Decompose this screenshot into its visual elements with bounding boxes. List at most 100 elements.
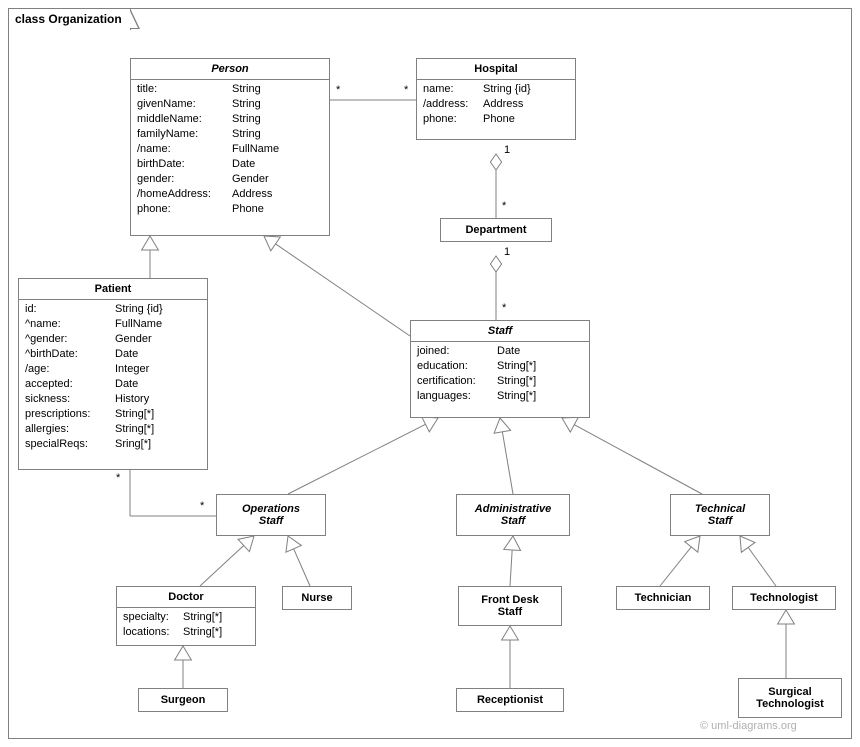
class-staff: Staffjoined:Dateeducation:String[*]certi…	[410, 320, 590, 418]
class-person: Persontitle:StringgivenName:Stringmiddle…	[130, 58, 330, 236]
attr-type: String[*]	[497, 359, 536, 374]
attr-row: specialReqs:Sring[*]	[25, 437, 201, 452]
class-administrative_staff: AdministrativeStaff	[456, 494, 570, 536]
class-title: TechnicalStaff	[671, 495, 769, 535]
attr-row: education:String[*]	[417, 359, 583, 374]
attr-type: String	[232, 112, 261, 127]
class-attrs: title:StringgivenName:StringmiddleName:S…	[131, 80, 329, 221]
class-title: Staff	[411, 321, 589, 342]
attr-row: phone:Phone	[423, 112, 569, 127]
class-technologist: Technologist	[732, 586, 836, 610]
attr-row: familyName:String	[137, 127, 323, 142]
attr-row: ^name:FullName	[25, 317, 201, 332]
attr-row: name:String {id}	[423, 82, 569, 97]
attr-name: specialty:	[123, 610, 183, 625]
attr-type: Date	[497, 344, 520, 359]
attr-type: History	[115, 392, 149, 407]
attr-name: title:	[137, 82, 232, 97]
attr-row: phone:Phone	[137, 202, 323, 217]
attr-type: Gender	[115, 332, 152, 347]
multiplicity-label: *	[116, 472, 120, 484]
class-hospital: Hospitalname:String {id}/address:Address…	[416, 58, 576, 140]
attr-row: languages:String[*]	[417, 389, 583, 404]
attr-name: joined:	[417, 344, 497, 359]
attr-name: ^birthDate:	[25, 347, 115, 362]
attr-type: Phone	[232, 202, 264, 217]
attr-name: specialReqs:	[25, 437, 115, 452]
attr-type: String {id}	[115, 302, 163, 317]
multiplicity-label: 1	[504, 246, 510, 258]
attr-row: specialty:String[*]	[123, 610, 249, 625]
class-title: Patient	[19, 279, 207, 300]
attr-type: String[*]	[497, 389, 536, 404]
attr-name: phone:	[137, 202, 232, 217]
class-operations_staff: OperationsStaff	[216, 494, 326, 536]
attr-row: /address:Address	[423, 97, 569, 112]
attr-name: prescriptions:	[25, 407, 115, 422]
class-doctor: Doctorspecialty:String[*]locations:Strin…	[116, 586, 256, 646]
multiplicity-label: 1	[504, 144, 510, 156]
attr-name: givenName:	[137, 97, 232, 112]
attr-row: accepted:Date	[25, 377, 201, 392]
attr-name: birthDate:	[137, 157, 232, 172]
attr-name: id:	[25, 302, 115, 317]
class-title: SurgicalTechnologist	[739, 679, 841, 717]
attr-type: String {id}	[483, 82, 531, 97]
class-title: Surgeon	[139, 689, 227, 711]
attr-name: name:	[423, 82, 483, 97]
attr-type: Address	[483, 97, 523, 112]
attr-row: title:String	[137, 82, 323, 97]
class-title: Front DeskStaff	[459, 587, 561, 625]
multiplicity-label: *	[502, 302, 506, 314]
class-department: Department	[440, 218, 552, 242]
attr-row: certification:String[*]	[417, 374, 583, 389]
attr-type: String[*]	[115, 422, 154, 437]
attr-type: Date	[115, 377, 138, 392]
attr-type: String[*]	[115, 407, 154, 422]
class-technical_staff: TechnicalStaff	[670, 494, 770, 536]
multiplicity-label: *	[404, 84, 408, 96]
attr-type: String	[232, 82, 261, 97]
attr-row: middleName:String	[137, 112, 323, 127]
class-title: Technician	[617, 587, 709, 609]
attr-row: birthDate:Date	[137, 157, 323, 172]
attr-name: /homeAddress:	[137, 187, 232, 202]
attr-type: FullName	[115, 317, 162, 332]
class-patient: Patientid:String {id}^name:FullName^gend…	[18, 278, 208, 470]
class-title: Person	[131, 59, 329, 80]
attr-name: /address:	[423, 97, 483, 112]
multiplicity-label: *	[336, 84, 340, 96]
attr-row: givenName:String	[137, 97, 323, 112]
class-title: OperationsStaff	[217, 495, 325, 535]
attr-type: Gender	[232, 172, 269, 187]
attr-type: Sring[*]	[115, 437, 151, 452]
class-title: Department	[441, 219, 551, 241]
attr-type: Address	[232, 187, 272, 202]
attr-row: /name:FullName	[137, 142, 323, 157]
multiplicity-label: *	[502, 200, 506, 212]
attr-row: ^gender:Gender	[25, 332, 201, 347]
attr-name: certification:	[417, 374, 497, 389]
attr-name: phone:	[423, 112, 483, 127]
attr-row: ^birthDate:Date	[25, 347, 201, 362]
attr-row: /homeAddress:Address	[137, 187, 323, 202]
attr-type: Integer	[115, 362, 149, 377]
attr-name: /age:	[25, 362, 115, 377]
attr-name: allergies:	[25, 422, 115, 437]
attr-type: String	[232, 97, 261, 112]
class-front_desk_staff: Front DeskStaff	[458, 586, 562, 626]
class-title: Technologist	[733, 587, 835, 609]
class-attrs: id:String {id}^name:FullName^gender:Gend…	[19, 300, 207, 456]
attr-type: String[*]	[183, 625, 222, 640]
attr-type: String[*]	[497, 374, 536, 389]
attr-row: id:String {id}	[25, 302, 201, 317]
class-receptionist: Receptionist	[456, 688, 564, 712]
class-title: Hospital	[417, 59, 575, 80]
attr-name: middleName:	[137, 112, 232, 127]
class-attrs: joined:Dateeducation:String[*]certificat…	[411, 342, 589, 408]
attr-type: FullName	[232, 142, 279, 157]
attr-name: ^gender:	[25, 332, 115, 347]
class-attrs: name:String {id}/address:Addressphone:Ph…	[417, 80, 575, 131]
attr-name: ^name:	[25, 317, 115, 332]
attr-name: education:	[417, 359, 497, 374]
